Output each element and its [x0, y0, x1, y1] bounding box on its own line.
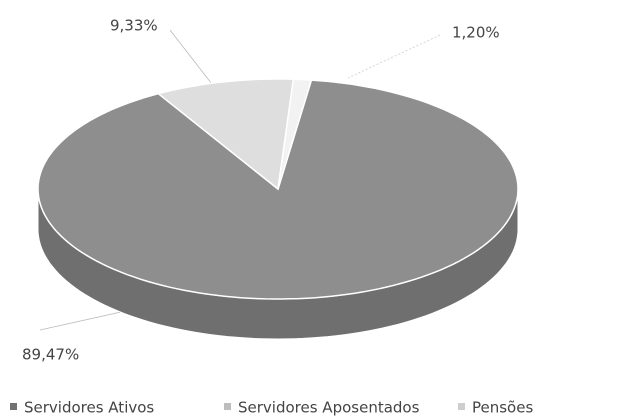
data-label: 1,20%	[452, 24, 500, 42]
slice	[277, 78, 313, 190]
legend-label: Servidores Ativos	[24, 399, 154, 417]
slice	[156, 78, 295, 191]
legend-swatch	[10, 403, 17, 410]
leader-line	[39, 309, 131, 331]
legend-label: Servidores Aposentados	[238, 399, 420, 417]
legend-swatch	[224, 403, 231, 410]
leader-line	[169, 29, 216, 89]
data-label: 9,33%	[110, 17, 158, 35]
data-label: 89,47%	[22, 346, 79, 364]
legend-swatch	[458, 403, 465, 410]
legend-label: Pensões	[472, 399, 533, 417]
leader-line	[347, 34, 441, 79]
